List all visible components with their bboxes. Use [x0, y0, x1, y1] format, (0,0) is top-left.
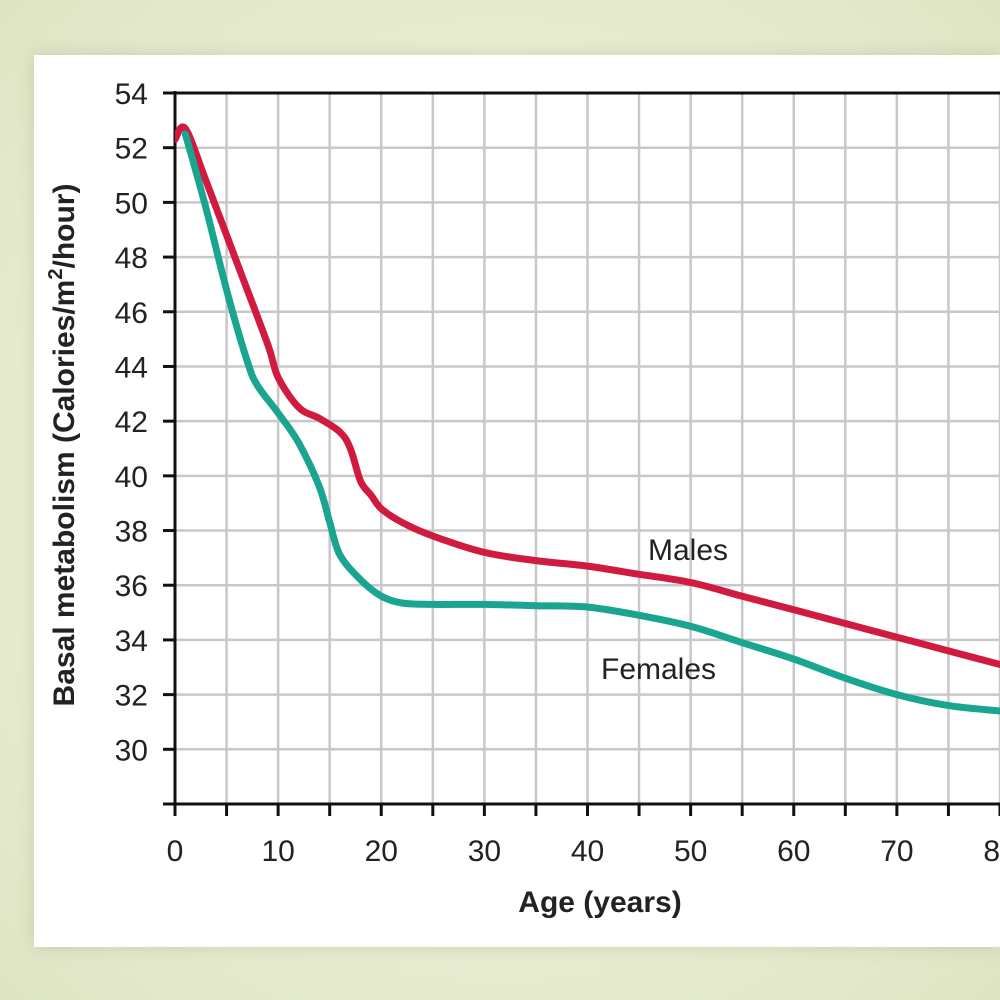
- x-tick-label: 60: [777, 835, 810, 868]
- chart-panel: [34, 55, 1000, 947]
- data-point-males: [185, 128, 186, 129]
- y-tick-label: 44: [115, 351, 148, 384]
- data-point-females: [401, 603, 402, 604]
- data-point-males: [278, 377, 279, 378]
- data-point-males: [845, 623, 846, 624]
- data-point-females: [319, 486, 320, 487]
- x-tick-label: 0: [167, 835, 184, 868]
- series-label-females: Females: [601, 653, 716, 686]
- y-axis-title-unit: /hour): [48, 184, 81, 269]
- data-point-females: [257, 385, 258, 386]
- y-tick-label: 32: [115, 680, 148, 713]
- data-point-males: [205, 180, 206, 181]
- data-point-females: [185, 134, 186, 135]
- y-tick-label: 46: [115, 297, 148, 330]
- y-axis-title-main: Basal metabolism (Calories/m: [48, 280, 81, 707]
- data-point-males: [319, 418, 320, 419]
- data-point-males: [298, 407, 299, 408]
- y-tick-label: 34: [115, 625, 148, 658]
- series-label-males: Males: [648, 534, 728, 567]
- x-tick-labels: 0 10 20 30 40 50 60 70 80: [167, 835, 1000, 868]
- y-tick-label: 50: [115, 187, 148, 220]
- x-tick-label: 40: [571, 835, 604, 868]
- data-point-females: [535, 605, 536, 606]
- data-point-females: [742, 642, 743, 643]
- series-line-females: [181, 130, 1000, 715]
- data-point-females: [690, 626, 691, 627]
- x-tick-label: 30: [468, 835, 501, 868]
- data-point-females: [432, 604, 433, 605]
- y-axis-title-superscript: 2: [45, 269, 67, 280]
- data-point-females: [587, 607, 588, 608]
- y-tick-label: 38: [115, 516, 148, 549]
- data-series: [175, 123, 1000, 715]
- data-point-males: [432, 536, 433, 537]
- x-axis-title: Age (years): [518, 886, 681, 919]
- x-tick-label: 20: [365, 835, 398, 868]
- data-point-males: [350, 448, 351, 449]
- data-point-females: [205, 207, 206, 208]
- data-point-males: [896, 637, 897, 638]
- data-point-females: [639, 615, 640, 616]
- data-point-females: [360, 579, 361, 580]
- x-tick-label: 50: [674, 835, 707, 868]
- y-tick-label: 52: [115, 133, 148, 166]
- data-point-females: [226, 289, 227, 290]
- data-point-males: [370, 495, 371, 496]
- data-point-males: [948, 650, 949, 651]
- data-point-females: [896, 694, 897, 695]
- data-point-males: [587, 566, 588, 567]
- data-point-females: [278, 413, 279, 414]
- axes: [163, 91, 1000, 816]
- y-tick-label: 36: [115, 570, 148, 603]
- y-tick-label: 40: [115, 461, 148, 494]
- data-point-males: [535, 560, 536, 561]
- data-point-males: [793, 609, 794, 610]
- data-point-females: [340, 555, 341, 556]
- data-point-males: [484, 552, 485, 553]
- data-point-males: [639, 574, 640, 575]
- x-tick-label: 10: [261, 835, 294, 868]
- series-line-males: [175, 123, 1000, 668]
- data-point-females: [484, 604, 485, 605]
- data-point-males: [340, 432, 341, 433]
- data-point-males: [236, 262, 237, 263]
- data-point-males: [381, 508, 382, 509]
- data-point-males: [690, 582, 691, 583]
- data-point-females: [793, 659, 794, 660]
- data-point-females: [381, 596, 382, 597]
- y-tick-label: 48: [115, 242, 148, 275]
- y-axis-title: Basal metabolism (Calories/m2/hour): [45, 184, 81, 707]
- data-point-males: [401, 522, 402, 523]
- data-point-females: [298, 443, 299, 444]
- y-tick-labels: 30 32 34 36 38 40 42 44 46 48 50 52 54: [115, 78, 148, 767]
- x-tick-label: 80: [983, 835, 1000, 868]
- x-tick-label: 70: [880, 835, 913, 868]
- grid-lines: [175, 91, 1000, 804]
- y-tick-label: 42: [115, 406, 148, 439]
- data-point-females: [247, 361, 248, 362]
- data-point-males: [360, 481, 361, 482]
- y-tick-label: 54: [115, 78, 148, 111]
- data-point-males: [742, 596, 743, 597]
- data-point-females: [845, 678, 846, 679]
- data-point-females: [329, 522, 330, 523]
- data-point-males: [267, 344, 268, 345]
- y-tick-label: 30: [115, 734, 148, 767]
- data-point-females: [948, 705, 949, 706]
